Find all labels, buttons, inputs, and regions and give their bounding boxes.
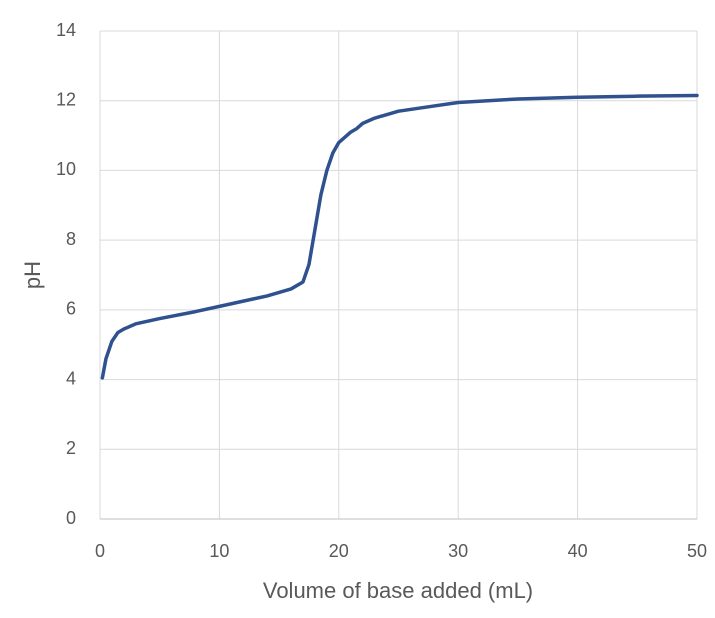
x-axis-title: Volume of base added (mL) — [263, 578, 533, 603]
x-tick-label: 40 — [568, 541, 588, 561]
y-tick-label: 14 — [56, 20, 76, 40]
y-tick-label: 10 — [56, 159, 76, 179]
y-tick-label: 8 — [66, 229, 76, 249]
data-line — [100, 93, 699, 380]
y-tick-label: 4 — [66, 368, 76, 388]
y-tick-label: 0 — [66, 508, 76, 528]
x-tick-label: 20 — [329, 541, 349, 561]
y-tick-label: 12 — [56, 89, 76, 109]
y-tick-label: 2 — [66, 438, 76, 458]
x-tick-label: 10 — [209, 541, 229, 561]
x-tick-label: 0 — [95, 541, 105, 561]
x-tick-label: 30 — [448, 541, 468, 561]
y-axis-title: pH — [20, 261, 45, 289]
y-tick-label: 6 — [66, 299, 76, 319]
x-tick-label: 50 — [687, 541, 707, 561]
